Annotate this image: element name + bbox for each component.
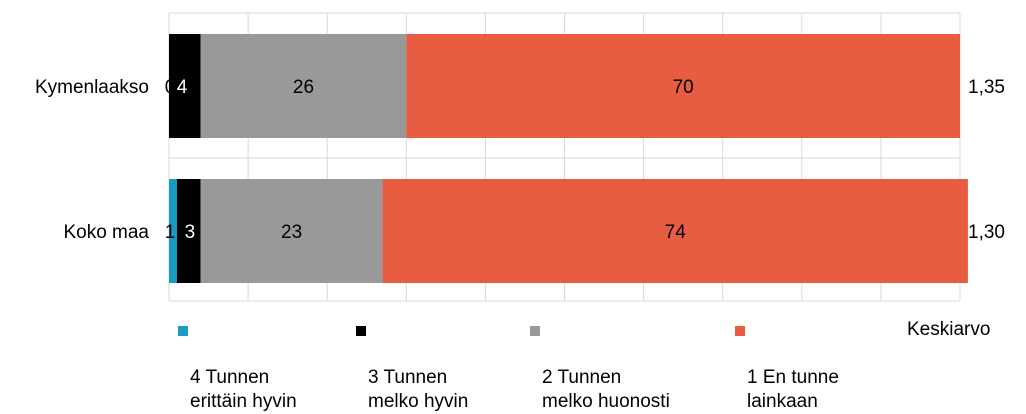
data-label: 1 xyxy=(165,222,176,243)
average-value: 1,30 xyxy=(968,222,1005,243)
data-label: 4 xyxy=(177,77,188,98)
data-label: 0 xyxy=(165,77,176,98)
data-label: 23 xyxy=(281,222,302,243)
legend-label: 4 Tunnen erittäin hyvin xyxy=(190,367,297,412)
bar-segment xyxy=(169,179,177,283)
legend-swatch xyxy=(735,326,745,336)
legend-item-en-tunne-lainkaan: 1 En tunne lainkaan xyxy=(735,318,839,414)
legend: 4 Tunnen erittäin hyvin 3 Tunnen melko h… xyxy=(0,318,1026,412)
data-label: 70 xyxy=(673,77,694,98)
category-label: Koko maa xyxy=(63,222,149,243)
legend-item-erittain-hyvin: 4 Tunnen erittäin hyvin xyxy=(178,318,297,414)
category-label: Kymenlaakso xyxy=(35,77,149,98)
data-label: 74 xyxy=(665,222,687,243)
legend-label: 1 En tunne lainkaan xyxy=(747,367,839,412)
legend-label: 3 Tunnen melko hyvin xyxy=(368,367,469,412)
average-column-header: Keskiarvo xyxy=(907,319,991,340)
bar-segment xyxy=(176,179,201,283)
bar-segment xyxy=(406,34,960,138)
legend-swatch xyxy=(178,326,188,336)
data-label: 26 xyxy=(293,77,314,98)
stacked-bar-chart: 0 4 26 70 Kymenlaakso 1,35 1 3 23 74 Koko maa 1,30 xyxy=(35,12,1005,302)
average-value: 1,35 xyxy=(968,77,1005,98)
legend-item-melko-hyvin: 3 Tunnen melko hyvin xyxy=(356,318,469,414)
data-label: 3 xyxy=(185,222,196,243)
legend-label: 2 Tunnen melko huonosti xyxy=(542,367,670,412)
legend-swatch xyxy=(530,326,540,336)
legend-swatch xyxy=(356,326,366,336)
bar-segment xyxy=(169,34,201,138)
bar-segment xyxy=(200,34,407,138)
bar-segment xyxy=(200,179,383,283)
bar-segment xyxy=(382,179,968,283)
legend-item-melko-huonosti: 2 Tunnen melko huonosti xyxy=(530,318,670,414)
